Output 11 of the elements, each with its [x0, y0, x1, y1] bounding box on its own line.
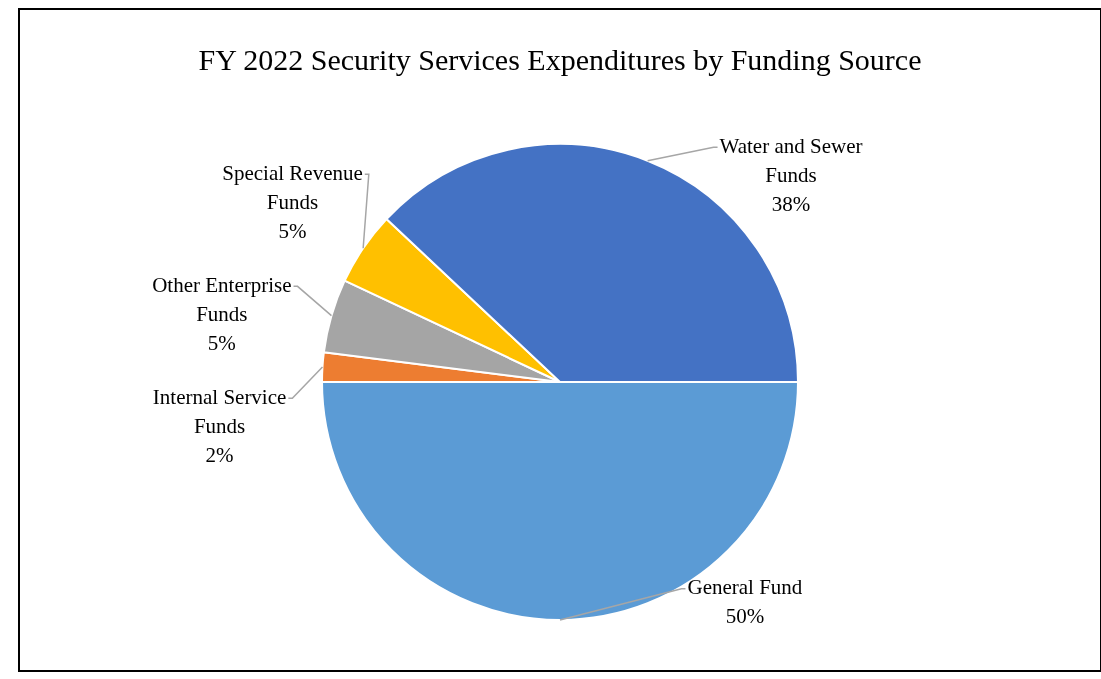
data-label: 5%	[207, 330, 236, 355]
data-label: 5%	[278, 218, 307, 243]
slice-label: Water and Sewer Funds	[719, 133, 863, 187]
slice-label: General Fund	[687, 575, 803, 600]
data-label: 38%	[771, 191, 811, 216]
data-label: 50%	[725, 604, 765, 629]
slice-label: Internal Service Funds	[152, 384, 287, 438]
chart-title: FY 2022 Security Services Expenditures by Funding Source	[198, 42, 922, 76]
data-label: 2%	[205, 442, 234, 467]
slice-label: Special Revenue Funds	[222, 160, 363, 214]
slice-label: Other Enterprise Funds	[152, 272, 292, 326]
